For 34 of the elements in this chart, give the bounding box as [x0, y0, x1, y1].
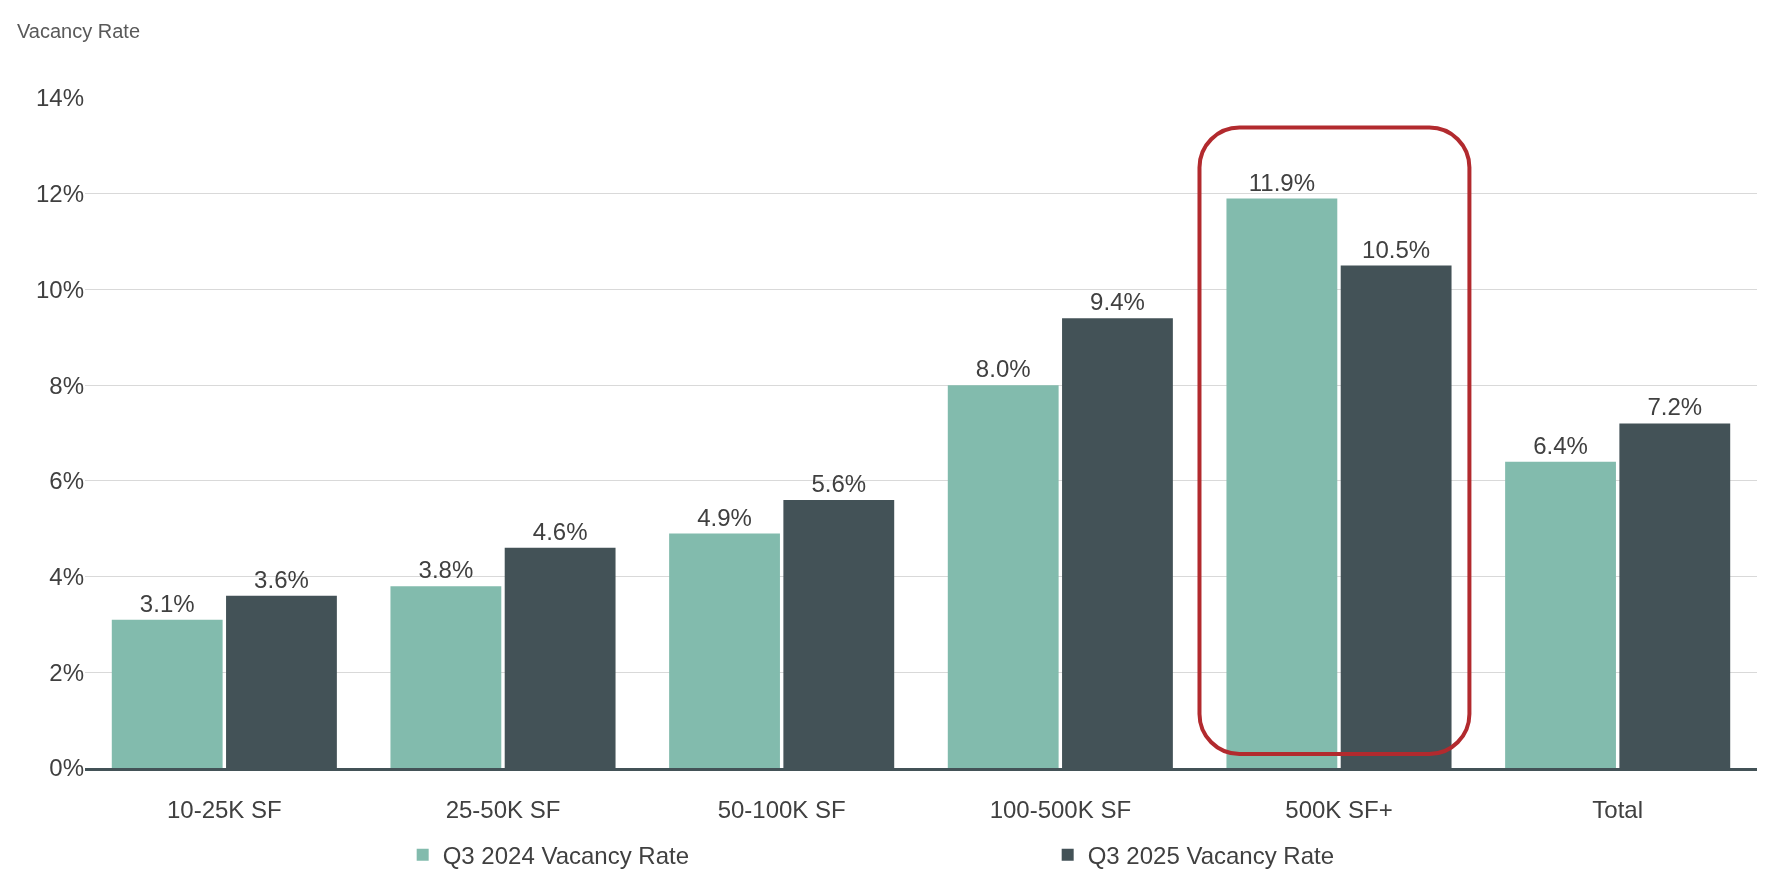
y-tick-label: 12%	[35, 180, 84, 208]
bar	[111, 619, 223, 768]
legend-label: Q3 2024 Vacancy Rate	[442, 842, 690, 870]
data-label: 8.0%	[975, 355, 1031, 383]
x-tick-label: 10-25K SF	[166, 795, 282, 823]
bar	[1505, 461, 1616, 768]
data-label: 4.6%	[532, 517, 588, 545]
bar	[947, 385, 1059, 768]
y-tick-label: 6%	[49, 467, 84, 495]
y-tick-label: 10%	[35, 275, 84, 303]
data-label: 4.9%	[697, 503, 752, 531]
data-label: 3.1%	[139, 589, 195, 617]
data-label: 11.9%	[1248, 168, 1316, 196]
y-tick-label: 14%	[35, 84, 84, 112]
y-axis-title: Vacancy Rate	[17, 20, 141, 42]
x-tick-label: 500K SF+	[1285, 795, 1393, 823]
data-label: 3.6%	[254, 565, 309, 593]
y-tick-label: 0%	[49, 754, 84, 782]
y-tick-label: 4%	[49, 562, 84, 590]
bar	[669, 533, 780, 768]
bar	[390, 586, 502, 768]
y-tick-label: 8%	[49, 371, 84, 399]
x-tick-label: 100-500K SF	[989, 795, 1132, 823]
data-label: 6.4%	[1533, 431, 1588, 459]
data-label: 5.6%	[811, 470, 867, 497]
data-label: 10.5%	[1362, 235, 1431, 263]
data-label: 9.4%	[1090, 288, 1145, 316]
x-tick-label: Total	[1592, 795, 1644, 823]
x-tick-label: 25-50K SF	[445, 795, 561, 823]
data-label: 3.8%	[418, 556, 474, 584]
x-tick-label: 50-100K SF	[717, 795, 846, 823]
y-tick-label: 2%	[49, 658, 84, 686]
legend-label: Q3 2025 Vacancy Rate	[1087, 842, 1335, 870]
data-label: 7.2%	[1647, 393, 1703, 421]
